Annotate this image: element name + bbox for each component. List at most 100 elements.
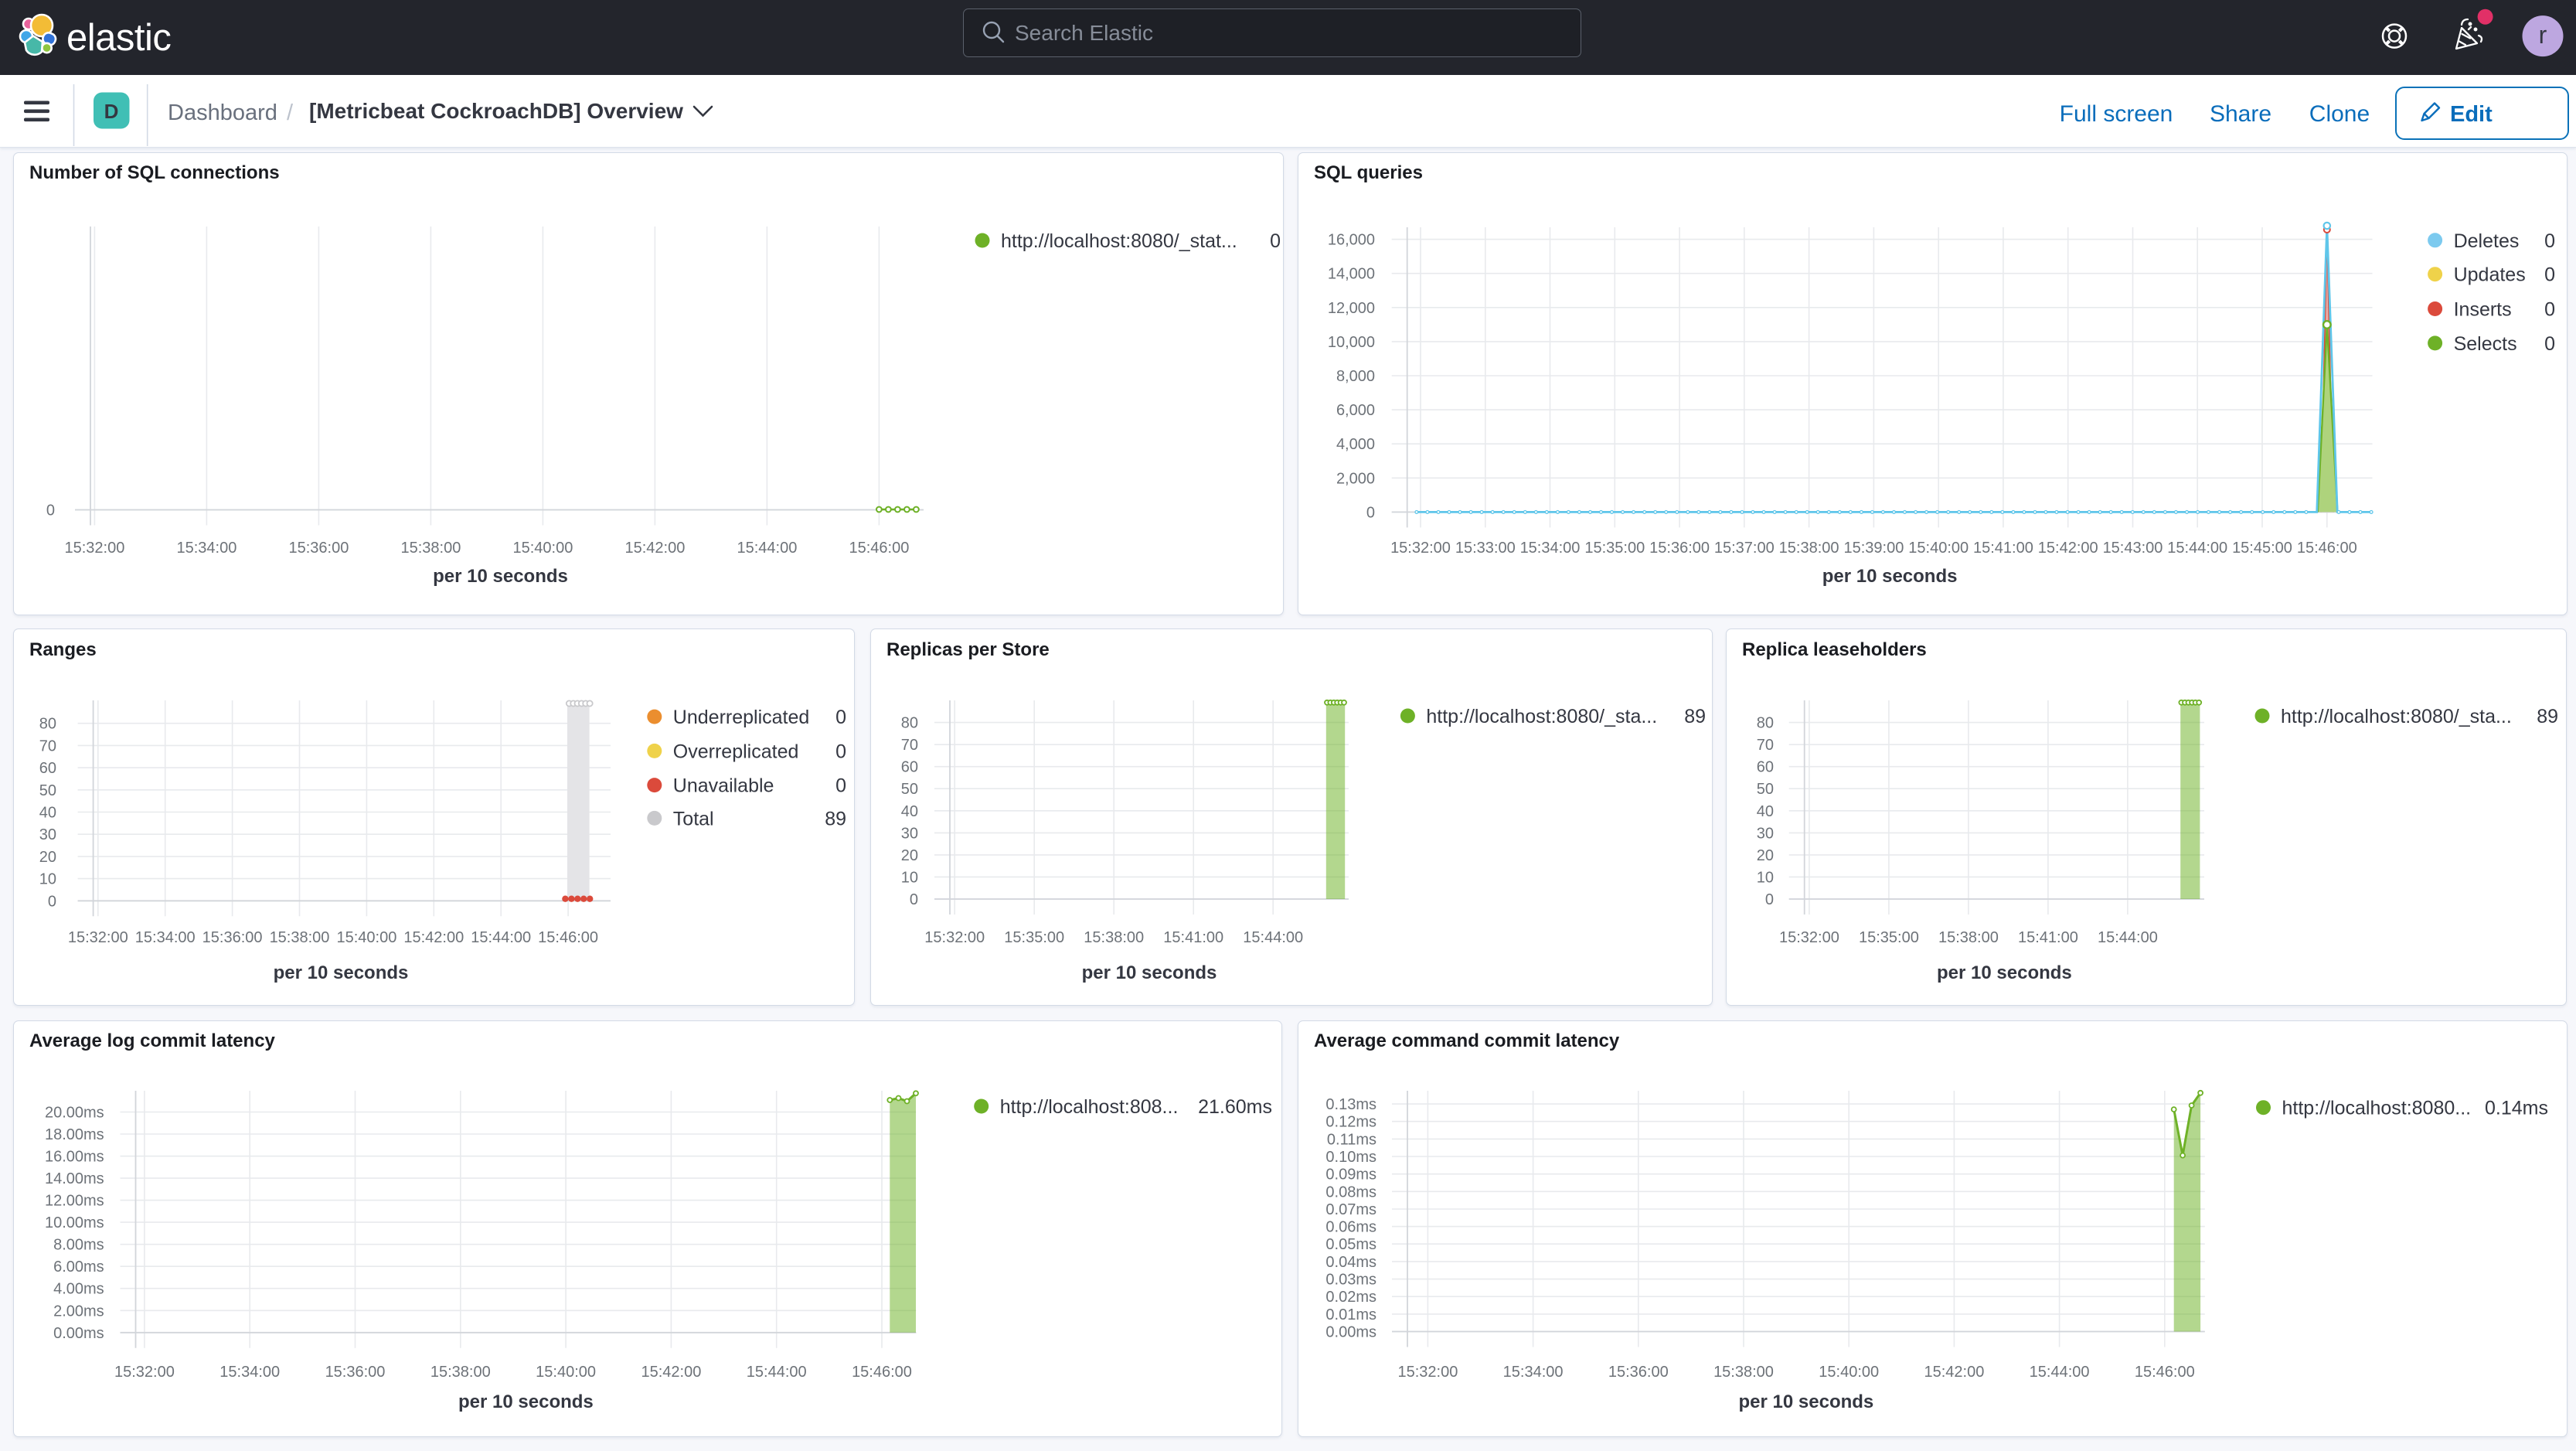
svg-text:15:41:00: 15:41:00 (2018, 929, 2078, 946)
svg-text:Unavailable: Unavailable (673, 775, 774, 797)
svg-text:15:34:00: 15:34:00 (1503, 1364, 1564, 1381)
svg-text:70: 70 (901, 737, 918, 754)
svg-text:SQL queries: SQL queries (1314, 162, 1423, 183)
svg-text:0.11ms: 0.11ms (1327, 1131, 1376, 1148)
svg-text:60: 60 (901, 759, 918, 776)
svg-text:15:40:00: 15:40:00 (1819, 1364, 1879, 1381)
svg-text:15:38:00: 15:38:00 (1938, 929, 1999, 946)
svg-text:15:37:00: 15:37:00 (1714, 540, 1775, 557)
svg-text:15:32:00: 15:32:00 (64, 540, 124, 557)
svg-text:15:32:00: 15:32:00 (114, 1364, 175, 1381)
svg-text:10: 10 (39, 871, 56, 888)
svg-text:15:44:00: 15:44:00 (2098, 929, 2158, 946)
svg-text:15:39:00: 15:39:00 (1843, 540, 1904, 557)
svg-text:50: 50 (1757, 781, 1774, 798)
svg-text:0.00ms: 0.00ms (53, 1325, 104, 1342)
svg-text:30: 30 (1757, 825, 1774, 842)
svg-text:15:35:00: 15:35:00 (1859, 929, 1919, 946)
svg-text:50: 50 (39, 782, 56, 799)
svg-text:15:34:00: 15:34:00 (135, 929, 196, 946)
svg-text:15:32:00: 15:32:00 (1390, 540, 1451, 557)
svg-text:0: 0 (1366, 504, 1375, 521)
svg-text:http://localhost:8080/_stat...: http://localhost:8080/_stat... (1001, 230, 1237, 252)
svg-text:15:41:00: 15:41:00 (1973, 540, 2033, 557)
svg-text:10: 10 (901, 869, 918, 886)
svg-text:0.05ms: 0.05ms (1325, 1236, 1376, 1253)
svg-text:http://localhost:8080...: http://localhost:8080... (2282, 1098, 2472, 1119)
svg-text:Number of SQL connections: Number of SQL connections (29, 162, 280, 183)
svg-text:21.60ms: 21.60ms (1198, 1096, 1272, 1118)
svg-text:0.09ms: 0.09ms (1325, 1167, 1376, 1184)
svg-text:per 10 seconds: per 10 seconds (433, 566, 568, 587)
svg-text:0: 0 (48, 893, 56, 910)
svg-text:http://localhost:8080/_sta...: http://localhost:8080/_sta... (1426, 706, 1657, 727)
svg-text:Underreplicated: Underreplicated (673, 707, 810, 728)
svg-text:[Metricbeat CockroachDB] Overv: [Metricbeat CockroachDB] Overview (309, 99, 683, 123)
svg-text:Deletes: Deletes (2454, 230, 2520, 252)
svg-text:0.08ms: 0.08ms (1325, 1184, 1376, 1201)
svg-text:15:42:00: 15:42:00 (403, 929, 464, 946)
svg-text:Replicas per Store: Replicas per Store (886, 639, 1050, 660)
svg-text:20: 20 (1757, 847, 1774, 864)
svg-text:0: 0 (835, 775, 846, 797)
svg-text:Updates: Updates (2454, 264, 2526, 286)
svg-text:2,000: 2,000 (1336, 470, 1375, 487)
svg-text:Dashboard: Dashboard (168, 100, 277, 125)
svg-text:15:35:00: 15:35:00 (1004, 929, 1064, 946)
svg-text:0.04ms: 0.04ms (1325, 1254, 1376, 1271)
svg-text:15:42:00: 15:42:00 (2038, 540, 2098, 557)
svg-text:Total: Total (673, 808, 714, 829)
svg-text:15:44:00: 15:44:00 (2167, 540, 2227, 557)
svg-text:6.00ms: 6.00ms (53, 1259, 104, 1276)
svg-text:15:36:00: 15:36:00 (325, 1364, 386, 1381)
svg-text:per 10 seconds: per 10 seconds (1937, 962, 2072, 983)
svg-text:40: 40 (39, 805, 56, 822)
svg-text:0: 0 (2544, 299, 2555, 321)
svg-text:15:38:00: 15:38:00 (1084, 929, 1144, 946)
svg-text:8,000: 8,000 (1336, 368, 1375, 385)
svg-text:per 10 seconds: per 10 seconds (458, 1391, 594, 1412)
svg-text:60: 60 (1757, 759, 1774, 776)
svg-text:15:45:00: 15:45:00 (2232, 540, 2292, 557)
svg-text:Replica leaseholders: Replica leaseholders (1742, 639, 1927, 660)
svg-text:0: 0 (910, 891, 918, 908)
svg-text:15:36:00: 15:36:00 (1649, 540, 1710, 557)
svg-text:0.00ms: 0.00ms (1325, 1324, 1376, 1341)
svg-text:20.00ms: 20.00ms (45, 1105, 104, 1122)
svg-text:15:40:00: 15:40:00 (336, 929, 396, 946)
svg-text:r: r (2539, 21, 2547, 49)
svg-text:Full screen: Full screen (2060, 101, 2173, 127)
svg-text:per 10 seconds: per 10 seconds (1739, 1391, 1874, 1412)
svg-text:14,000: 14,000 (1328, 266, 1375, 283)
svg-text:0: 0 (1270, 230, 1281, 252)
svg-text:30: 30 (901, 825, 918, 842)
svg-text:12.00ms: 12.00ms (45, 1193, 104, 1210)
svg-text:0.10ms: 0.10ms (1325, 1149, 1376, 1166)
svg-text:per 10 seconds: per 10 seconds (1822, 566, 1958, 587)
svg-text:4,000: 4,000 (1336, 436, 1375, 453)
svg-text:Inserts: Inserts (2454, 299, 2512, 321)
svg-text:15:36:00: 15:36:00 (202, 929, 263, 946)
svg-text:15:34:00: 15:34:00 (1520, 540, 1581, 557)
svg-text:15:32:00: 15:32:00 (1397, 1364, 1458, 1381)
svg-text:15:36:00: 15:36:00 (288, 540, 349, 557)
svg-text:per 10 seconds: per 10 seconds (274, 962, 409, 983)
svg-text:Edit: Edit (2450, 102, 2493, 127)
svg-text:80: 80 (39, 716, 56, 733)
svg-text:6,000: 6,000 (1336, 402, 1375, 419)
svg-text:15:38:00: 15:38:00 (430, 1364, 491, 1381)
svg-text:http://localhost:808...: http://localhost:808... (1000, 1096, 1179, 1118)
svg-text:30: 30 (39, 826, 56, 843)
svg-text:89: 89 (2537, 706, 2558, 727)
svg-text:15:38:00: 15:38:00 (1713, 1364, 1774, 1381)
svg-text:15:46:00: 15:46:00 (538, 929, 598, 946)
svg-text:15:32:00: 15:32:00 (924, 929, 985, 946)
svg-text:15:44:00: 15:44:00 (2030, 1364, 2090, 1381)
svg-text:10,000: 10,000 (1328, 334, 1375, 351)
svg-text:12,000: 12,000 (1328, 300, 1375, 317)
svg-text:50: 50 (901, 781, 918, 798)
svg-text:0.02ms: 0.02ms (1325, 1289, 1376, 1306)
svg-text:Clone: Clone (2309, 101, 2370, 127)
svg-text:40: 40 (901, 803, 918, 820)
svg-text:15:41:00: 15:41:00 (1163, 929, 1223, 946)
